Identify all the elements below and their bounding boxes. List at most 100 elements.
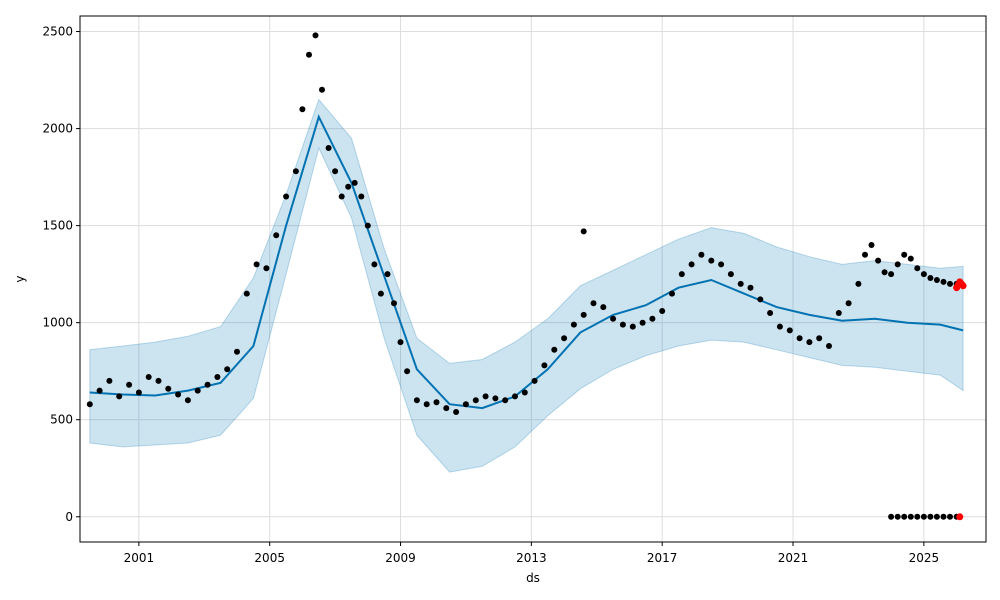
observed-point: [521, 389, 528, 396]
observed-point: [175, 391, 182, 398]
observed-point: [590, 300, 597, 307]
observed-point: [204, 381, 211, 388]
x-tick-label: 2025: [909, 551, 940, 565]
observed-point: [312, 32, 319, 39]
observed-point: [875, 257, 882, 264]
observed-point: [214, 374, 221, 380]
observed-point: [888, 271, 895, 278]
observed-point: [364, 222, 371, 229]
observed-point: [106, 377, 113, 384]
observed-point: [194, 387, 201, 394]
observed-point: [253, 261, 260, 268]
observed-point: [263, 265, 270, 272]
observed-point: [868, 242, 875, 248]
observed-point: [914, 265, 921, 272]
observed-point: [283, 193, 290, 200]
observed-point: [862, 251, 868, 258]
observed-point: [351, 179, 358, 186]
observed-point: [234, 348, 240, 355]
observed-point: [377, 290, 384, 297]
observed-point: [512, 393, 518, 400]
observed-point: [443, 405, 450, 412]
zero-value-point: [914, 513, 921, 520]
observed-point: [145, 374, 152, 380]
observed-point: [243, 290, 250, 297]
observed-point: [727, 271, 734, 278]
observed-point: [273, 232, 280, 239]
observed-point: [718, 261, 725, 268]
observed-point: [767, 310, 774, 316]
observed-point: [126, 381, 133, 388]
zero-value-point: [920, 513, 927, 520]
observed-point: [947, 280, 953, 287]
zero-value-point: [907, 513, 914, 520]
plot-frame: [79, 15, 987, 543]
y-tick-label: 1000: [42, 316, 73, 330]
observed-point: [384, 271, 391, 278]
observed-point: [413, 397, 420, 404]
x-axis: 2001 2005 2009 2013 2017 2021 2025: [124, 542, 940, 565]
observed-point: [165, 385, 172, 392]
recent-zero-point: [956, 513, 964, 521]
recent-points: [953, 278, 967, 521]
forecast-series-line: [89, 114, 964, 410]
observed-point: [155, 377, 162, 384]
zero-value-point: [933, 513, 940, 520]
observed-point: [492, 395, 499, 402]
observed-point: [796, 335, 803, 342]
observed-point: [423, 401, 430, 408]
observed-point: [299, 106, 306, 113]
observed-point: [541, 362, 548, 369]
observed-point: [629, 323, 636, 330]
observed-point: [600, 304, 607, 311]
observed-point: [472, 397, 479, 404]
observed-point: [184, 397, 191, 404]
observed-point: [816, 335, 823, 342]
observed-point: [116, 393, 123, 400]
observed-point: [927, 275, 934, 281]
observed-point: [371, 261, 378, 268]
observed-point: [224, 366, 231, 373]
x-axis-label: ds: [526, 571, 540, 585]
observed-point: [619, 321, 626, 328]
observed-point: [570, 321, 577, 328]
observed-point: [757, 296, 764, 303]
zero-value-point: [940, 513, 947, 520]
observed-point: [907, 255, 914, 262]
observed-point: [358, 193, 365, 200]
observed-point: [292, 168, 299, 175]
observed-point: [678, 271, 685, 278]
grid-lines: [80, 16, 986, 542]
observed-point: [669, 290, 675, 297]
observed-point: [404, 368, 411, 375]
observed-point: [135, 389, 142, 396]
observed-point: [940, 278, 947, 285]
observed-point: [901, 251, 908, 258]
zero-value-point: [894, 513, 901, 520]
observed-point: [502, 397, 509, 404]
observed-point: [659, 308, 666, 314]
zero-value-point: [901, 513, 908, 520]
observed-point: [319, 86, 325, 93]
observed-point: [920, 271, 927, 278]
observed-point: [845, 300, 852, 307]
observed-point: [649, 315, 656, 322]
x-tick-label: 2017: [647, 551, 678, 565]
observed-points: [86, 32, 963, 520]
x-tick-label: 2013: [516, 551, 547, 565]
y-tick-label: 500: [50, 413, 73, 427]
observed-point: [96, 387, 103, 394]
observed-point: [580, 311, 587, 318]
observed-point: [881, 269, 888, 276]
x-tick-label: 2005: [254, 551, 285, 565]
observed-point: [639, 319, 646, 326]
y-axis-label: y: [13, 275, 27, 282]
observed-point: [433, 399, 440, 406]
observed-point: [332, 168, 339, 175]
observed-point: [610, 315, 617, 322]
observed-point: [482, 393, 489, 400]
uncertainty-band: [89, 98, 964, 473]
observed-point: [551, 346, 558, 353]
observed-point: [747, 284, 754, 291]
observed-point: [325, 145, 332, 151]
